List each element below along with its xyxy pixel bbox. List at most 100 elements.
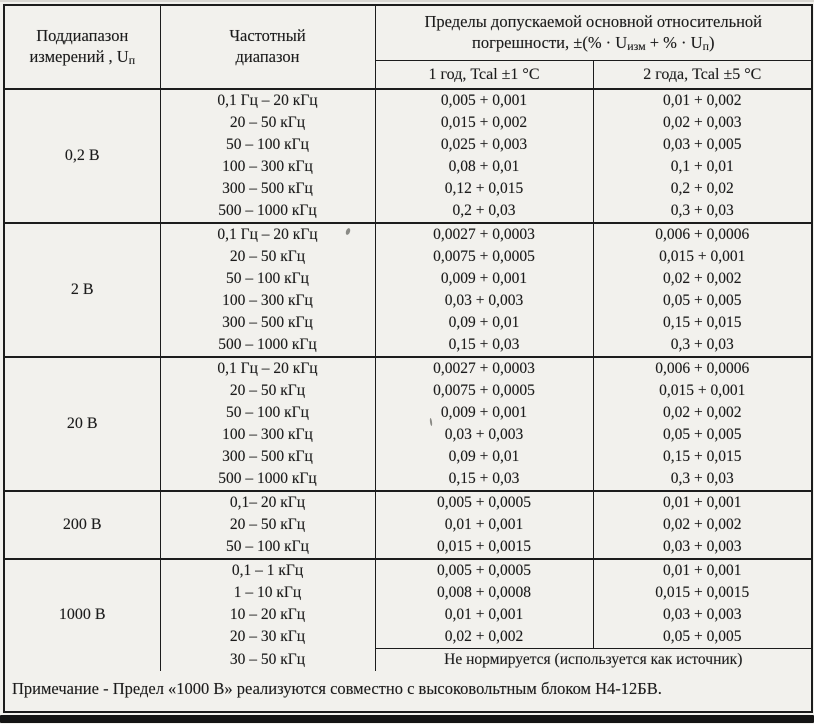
limits-table: Поддиапазон измерений , Uп Частотный диа… — [3, 4, 813, 713]
error-1yr-cell: 0,08 + 0,01 — [374, 156, 594, 178]
scan-bottom-bar-artifact — [0, 715, 814, 723]
frequency-cell: 50 – 100 кГц — [159, 134, 376, 156]
error-1yr-cell: 0,015 + 0,0015 — [374, 536, 594, 559]
range-label: 2 В — [3, 223, 161, 357]
header-subrange-line1: Поддиапазон — [36, 26, 129, 46]
error-2yr-cell: 0,02 + 0,002 — [592, 514, 813, 536]
range-group: 2 В 0,1 Гц – 20 кГц 0,0027 + 0,0003 0,006 +… — [3, 223, 813, 357]
header-frequency: Частотный диапазон — [159, 5, 376, 89]
frequency-cell: 100 – 300 кГц — [159, 290, 376, 312]
error-2yr-cell: 0,01 + 0,002 — [592, 89, 813, 112]
table-row: 1 – 10 кГц 0,008 + 0,0008 0,015 + 0,0015 — [4, 582, 813, 604]
error-1yr-cell: 0,008 + 0,0008 — [374, 582, 594, 604]
error-2yr-cell: 0,03 + 0,003 — [592, 604, 813, 626]
error-1yr-cell: 0,09 + 0,01 — [374, 446, 594, 468]
range-group: 200 В 0,1– 20 кГц 0,005 + 0,0005 0,01 + 0,0… — [3, 491, 813, 559]
table-row: 50 – 100 кГц 0,025 + 0,003 0,03 + 0,005 — [4, 134, 813, 156]
table-row: 2 В 0,1 Гц – 20 кГц 0,0027 + 0,0003 0,006 +… — [3, 223, 813, 357]
header-subrange: Поддиапазон измерений , Uп — [3, 5, 161, 89]
frequency-cell: 500 – 1000 кГц — [159, 468, 376, 491]
scan-top-edge-artifact — [0, 0, 814, 2]
note-body: Примечание - Предел «1000 В» реализуются… — [3, 671, 813, 712]
error-1yr-cell: 0,0075 + 0,0005 — [374, 380, 594, 402]
frequency-cell: 50 – 100 кГц — [159, 402, 376, 424]
error-2yr-cell: 0,01 + 0,001 — [592, 559, 813, 582]
error-1yr-cell: 0,009 + 0,001 — [374, 268, 594, 290]
error-2yr-cell: 0,015 + 0,001 — [592, 246, 813, 268]
header-year2: 2 года, Tcal ±5 °C — [592, 60, 813, 89]
limits-subscript-p: п — [702, 38, 709, 53]
header-subrange-line2: измерений , U — [29, 46, 129, 66]
range-label: 200 В — [3, 491, 161, 559]
table-row: 20 – 30 кГц 0,02 + 0,002 0,05 + 0,005 — [4, 626, 813, 649]
error-2yr-cell: 0,01 + 0,001 — [592, 491, 813, 514]
frequency-cell: 300 – 500 кГц — [159, 446, 376, 468]
header-limits-line1: Пределы допускаемой основной относительн… — [424, 12, 763, 32]
not-normalized-cell: Не нормируется (используется как источни… — [374, 648, 813, 671]
table-row: 20 В 0,1 Гц – 20 кГц 0,0027 + 0,0003 0,006 … — [3, 357, 813, 491]
table-row: 50 – 100 кГц 0,009 + 0,001 0,02 + 0,002 — [4, 402, 813, 424]
error-2yr-cell: 0,02 + 0,002 — [592, 268, 813, 290]
error-1yr-cell: 0,03 + 0,003 — [374, 290, 594, 312]
error-1yr-cell: 0,01 + 0,001 — [374, 514, 594, 536]
header-row-sub: 1 год, Tcal ±1 °C 2 года, Tcal ±5 °C — [4, 60, 813, 89]
table-row: 50 – 100 кГц 0,015 + 0,0015 0,03 + 0,003 — [4, 536, 813, 559]
error-2yr-cell: 0,006 + 0,0006 — [592, 223, 813, 246]
frequency-cell: 30 – 50 кГц — [159, 648, 376, 671]
range-group: 20 В 0,1 Гц – 20 кГц 0,0027 + 0,0003 0,006 … — [3, 357, 813, 491]
error-2yr-cell: 0,1 + 0,01 — [592, 156, 813, 178]
frequency-cell: 20 – 50 кГц — [159, 514, 376, 536]
frequency-cell: 20 – 30 кГц — [159, 626, 376, 649]
error-2yr-cell: 0,15 + 0,015 — [592, 312, 813, 334]
error-2yr-cell: 0,02 + 0,003 — [592, 112, 813, 134]
range-label: 20 В — [3, 357, 161, 491]
table-row: 100 – 300 кГц 0,08 + 0,01 0,1 + 0,01 — [4, 156, 813, 178]
table-row: 30 – 50 кГц Не нормируется (используется … — [4, 648, 813, 671]
note-text: Примечание - Предел «1000 В» реализуются… — [3, 671, 813, 712]
error-2yr-cell: 0,3 + 0,03 — [592, 334, 813, 357]
frequency-cell: 50 – 100 кГц — [159, 268, 376, 290]
table-row: 10 – 20 кГц 0,01 + 0,001 0,03 + 0,003 — [4, 604, 813, 626]
error-2yr-cell: 0,05 + 0,005 — [592, 290, 813, 312]
error-1yr-cell: 0,2 + 0,03 — [374, 200, 594, 223]
frequency-cell: 300 – 500 кГц — [159, 178, 376, 200]
error-1yr-cell: 0,15 + 0,03 — [374, 334, 594, 357]
range-label: 1000 В — [3, 559, 161, 671]
frequency-cell: 10 – 20 кГц — [159, 604, 376, 626]
error-2yr-cell: 0,05 + 0,005 — [592, 626, 813, 649]
error-1yr-cell: 0,005 + 0,0005 — [374, 491, 594, 514]
error-2yr-cell: 0,015 + 0,0015 — [592, 582, 813, 604]
table-row: 20 – 50 кГц 0,0075 + 0,0005 0,015 + 0,001 — [4, 380, 813, 402]
error-1yr-cell: 0,015 + 0,002 — [374, 112, 594, 134]
table-row: 0,2 В 0,1 Гц – 20 кГц 0,005 + 0,001 0,01 + … — [3, 89, 813, 223]
range-group: 1000 В 0,1 – 1 кГц 0,005 + 0,0005 0,01 + 0,… — [3, 559, 813, 671]
table-row: 20 – 50 кГц 0,01 + 0,001 0,02 + 0,002 — [4, 514, 813, 536]
table-row: 300 – 500 кГц 0,12 + 0,015 0,2 + 0,02 — [4, 178, 813, 200]
header-subrange-subscript: п — [128, 52, 136, 67]
header-frequency-line2: диапазон — [235, 47, 300, 66]
error-1yr-cell: 0,0027 + 0,0003 — [374, 223, 594, 246]
error-2yr-cell: 0,3 + 0,03 — [592, 200, 813, 223]
error-2yr-cell: 0,2 + 0,02 — [592, 178, 813, 200]
frequency-cell: 0,1– 20 кГц — [159, 491, 376, 514]
table-row: 300 – 500 кГц 0,09 + 0,01 0,15 + 0,015 — [4, 312, 813, 334]
table-row: 500 – 1000 кГц 0,2 + 0,03 0,3 + 0,03 — [4, 200, 813, 223]
table-row: 1000 В 0,1 – 1 кГц 0,005 + 0,0005 0,01 + 0,… — [3, 559, 813, 671]
table-row: 200 В 0,1– 20 кГц 0,005 + 0,0005 0,01 + 0,0… — [3, 491, 813, 559]
error-2yr-cell: 0,03 + 0,005 — [592, 134, 813, 156]
error-1yr-cell: 0,0075 + 0,0005 — [374, 246, 594, 268]
error-1yr-cell: 0,15 + 0,03 — [374, 468, 594, 491]
frequency-cell: 20 – 50 кГц — [159, 380, 376, 402]
error-2yr-cell: 0,03 + 0,003 — [592, 536, 813, 559]
error-1yr-cell: 0,005 + 0,001 — [374, 89, 594, 112]
error-2yr-cell: 0,015 + 0,001 — [592, 380, 813, 402]
table-row: 100 – 300 кГц 0,03 + 0,003 0,05 + 0,005 — [4, 424, 813, 446]
frequency-cell: 0,1 Гц – 20 кГц — [159, 223, 376, 246]
header-limits-title: Пределы допускаемой основной относительн… — [374, 5, 813, 61]
error-2yr-cell: 0,05 + 0,005 — [592, 424, 813, 446]
table-row: 500 – 1000 кГц 0,15 + 0,03 0,3 + 0,03 — [4, 334, 813, 357]
frequency-cell: 0,1 Гц – 20 кГц — [159, 89, 376, 112]
header-frequency-line1: Частотный — [229, 26, 306, 46]
frequency-cell: 50 – 100 кГц — [159, 536, 376, 559]
